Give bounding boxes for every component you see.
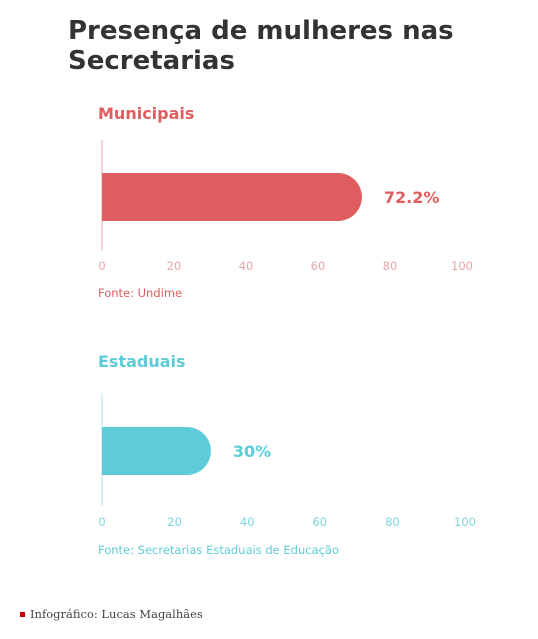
credit-text: Infográfico: Lucas Magalhães bbox=[30, 607, 203, 621]
x-tick-label: 40 bbox=[240, 515, 255, 529]
x-tick-label: 80 bbox=[383, 259, 398, 273]
x-tick-label: 0 bbox=[98, 259, 105, 273]
value-label-municipais: 72.2% bbox=[384, 188, 440, 207]
source-estaduais: Fonte: Secretarias Estaduais de Educação bbox=[98, 543, 340, 557]
x-tick-label: 60 bbox=[311, 259, 326, 273]
x-tick-label: 80 bbox=[385, 515, 400, 529]
x-tick-label: 0 bbox=[98, 515, 105, 529]
x-tick-label: 20 bbox=[167, 259, 182, 273]
bar-chart-municipais: 72.2% 0 20 40 60 80 100 bbox=[98, 140, 473, 273]
bar-chart-estaduais: 30% 0 20 40 60 80 100 bbox=[98, 393, 476, 529]
x-axis-ticks: 0 20 40 60 80 100 bbox=[98, 259, 473, 273]
x-axis-ticks: 0 20 40 60 80 100 bbox=[98, 515, 476, 529]
chart-title-estaduais: Estaduais bbox=[98, 352, 186, 371]
x-tick-label: 20 bbox=[167, 515, 182, 529]
page-title: Presença de mulheres nas Secretarias bbox=[68, 16, 454, 76]
bar-municipais bbox=[102, 173, 362, 221]
value-label-estaduais: 30% bbox=[233, 442, 271, 461]
bar-estaduais bbox=[102, 427, 211, 475]
credit-marker-icon bbox=[20, 611, 25, 617]
x-tick-label: 60 bbox=[312, 515, 327, 529]
x-tick-label: 40 bbox=[239, 259, 254, 273]
x-tick-label: 100 bbox=[451, 259, 473, 273]
chart-title-municipais: Municipais bbox=[98, 104, 195, 123]
x-tick-label: 100 bbox=[454, 515, 476, 529]
credit: Infográfico: Lucas Magalhães bbox=[20, 607, 203, 621]
source-municipais: Fonte: Undime bbox=[98, 286, 183, 300]
